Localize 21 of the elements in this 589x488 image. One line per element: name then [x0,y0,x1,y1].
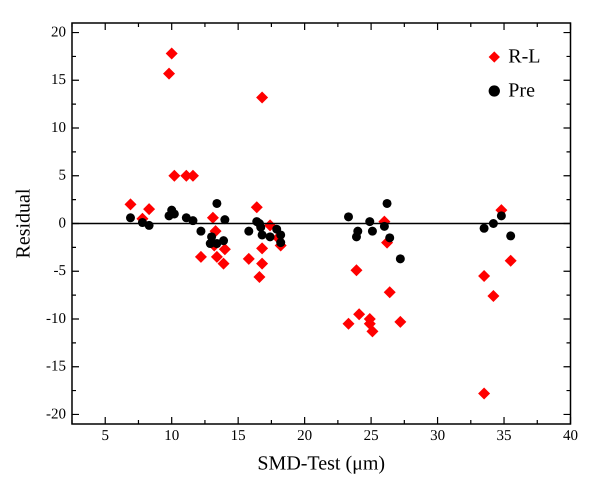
legend-label: R-L [508,45,540,68]
x-axis-title: SMD-Test (μm) [257,452,386,474]
x-tick-label: 30 [430,428,446,444]
y-tick-label: 10 [50,120,66,136]
y-axis-title: Residual [12,188,34,258]
x-tick-label: 20 [297,428,312,444]
y-tick-label: -5 [53,263,66,280]
y-tick-label: 5 [58,168,66,184]
x-tick-label: 10 [164,428,180,444]
x-tick-label: 5 [101,428,109,444]
y-tick-label: 15 [50,72,66,88]
x-tick-label: 15 [230,428,246,444]
y-tick-label: 20 [50,24,66,40]
x-tick-label: 25 [364,428,379,444]
x-tick-label: 35 [496,428,512,444]
x-tick-label: 40 [563,428,578,444]
y-tick-label: 0 [58,215,66,232]
y-tick-label: -10 [46,310,66,327]
y-tick-label: -15 [46,358,66,375]
y-tick-label: -20 [46,406,66,422]
legend-label: Pre [508,79,536,102]
